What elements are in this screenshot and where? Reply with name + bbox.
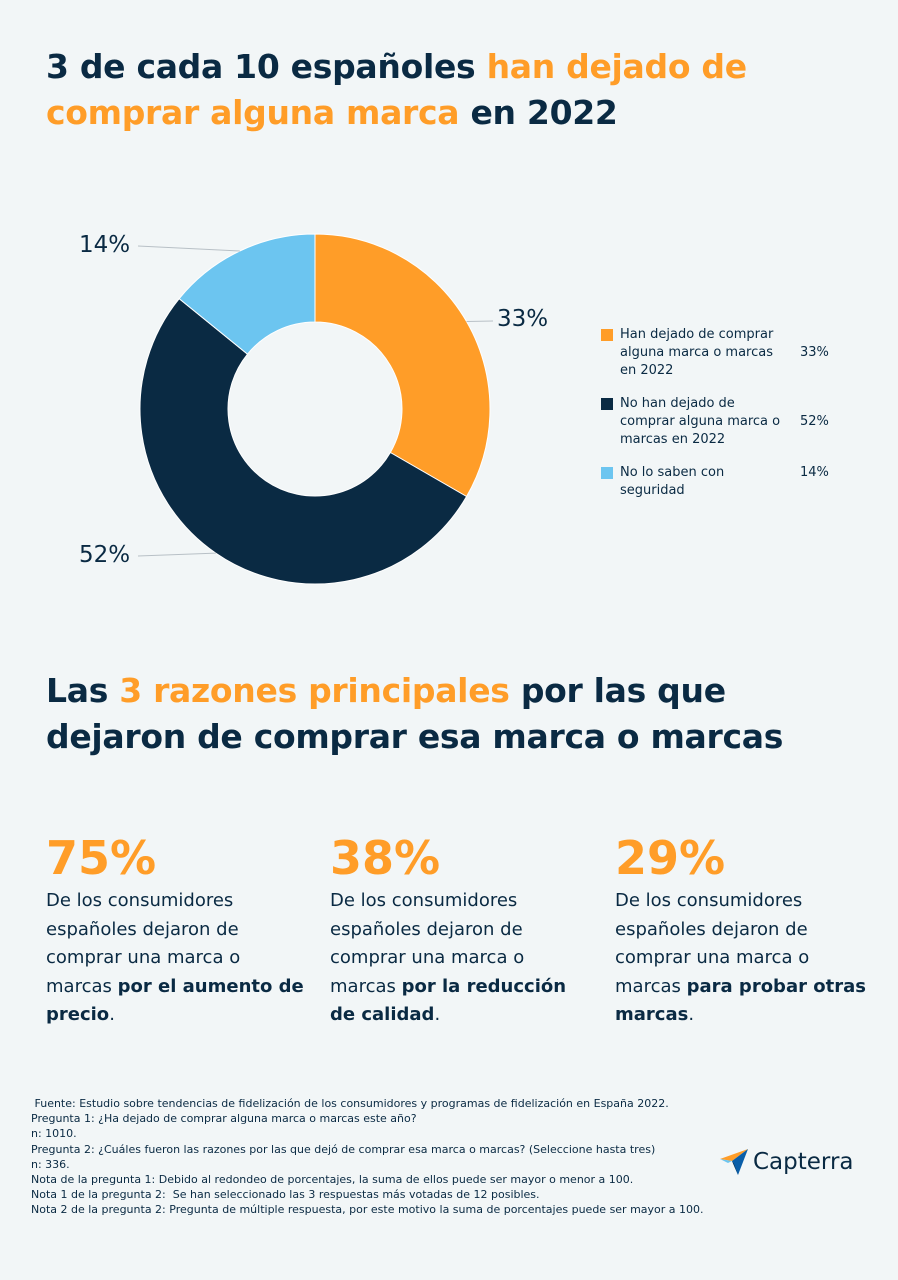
slice-label-14: 14% — [79, 232, 131, 258]
legend-value: 14% — [800, 465, 829, 480]
legend-item-stopped: Han dejado de comprar alguna marca o mar… — [601, 326, 841, 380]
stat-text: De los consumidores españoles dejaron de… — [46, 890, 241, 997]
slice-not-stopped — [139, 297, 468, 585]
slice-label-33: 33% — [497, 306, 549, 332]
stat-number: 38% — [330, 831, 441, 885]
legend-swatch-orange — [601, 329, 613, 341]
leader-line — [466, 320, 494, 322]
legend-item-not-stopped: No han dejado de comprar alguna marca o … — [601, 395, 841, 449]
stat-quality: 38% De los consumidores españoles dejaro… — [330, 832, 595, 1030]
subtitle-part1: Las — [46, 671, 120, 710]
section-title: Las 3 razones principales por las que de… — [46, 668, 866, 760]
stat-text: De los consumidores españoles dejaron de… — [615, 890, 810, 997]
legend-value: 52% — [800, 414, 829, 429]
stat-end: . — [434, 1004, 441, 1025]
donut-chart — [137, 233, 494, 585]
stat-description: De los consumidores españoles dejaron de… — [46, 887, 311, 1030]
title-part2: en 2022 — [459, 93, 618, 132]
stat-end: . — [109, 1004, 115, 1025]
footnote-n2: n: 336. — [31, 1157, 70, 1171]
legend-swatch-lightblue — [601, 467, 613, 479]
footnote-note1-q2: Nota 1 de la pregunta 2: Se han seleccio… — [31, 1188, 540, 1202]
stat-number: 75% — [46, 831, 157, 885]
stat-other-brands: 29% De los consumidores españoles dejaro… — [615, 832, 880, 1030]
title-part1: 3 de cada 10 españoles — [46, 47, 487, 86]
leader-line — [137, 245, 240, 252]
legend-label: No han dejado de comprar alguna marca o … — [620, 396, 781, 447]
legend-label: Han dejado de comprar alguna marca o mar… — [620, 327, 774, 378]
slice-label-52: 52% — [79, 542, 131, 568]
subtitle-highlight: 3 razones principales — [119, 671, 510, 710]
title-highlight: han dejado de comprar alguna marca — [46, 47, 747, 132]
slice-unsure — [178, 233, 316, 355]
stat-emphasis: para probar otras marcas — [615, 975, 866, 1026]
legend-value: 33% — [800, 345, 829, 360]
legend-label: No lo saben con seguridad — [620, 465, 725, 498]
slice-stopped — [314, 233, 491, 498]
stat-end: . — [688, 1004, 695, 1025]
stat-description: De los consumidores españoles dejaron de… — [330, 887, 595, 1030]
subtitle-part2: por las que dejaron de comprar esa marca… — [46, 671, 784, 756]
footnote-source: Fuente: Estudio sobre tendencias de fide… — [31, 1097, 669, 1110]
brand-name: Capterra — [753, 1149, 854, 1175]
chart-legend: Han dejado de comprar alguna marca o mar… — [601, 326, 841, 515]
footnote-note2-q2: Nota 2 de la pregunta 2: Pregunta de múl… — [31, 1203, 704, 1217]
legend-item-unsure: No lo saben con seguridad 14% — [601, 464, 841, 500]
footnote-note-q1: Nota de la pregunta 1: Debido al redonde… — [31, 1173, 634, 1187]
capterra-arrow-icon — [720, 1149, 748, 1175]
capterra-logo: Capterra — [719, 1147, 854, 1177]
stat-number: 29% — [615, 831, 726, 885]
stat-emphasis: por el aumento de precio — [46, 975, 304, 1026]
stat-price: 75% De los consumidores españoles dejaro… — [46, 832, 311, 1030]
stat-text: De los consumidores españoles dejaron de… — [330, 890, 525, 997]
leader-line — [137, 552, 216, 557]
main-title: 3 de cada 10 españoles han dejado de com… — [46, 44, 866, 136]
footnotes: Fuente: Estudio sobre tendencias de fide… — [31, 1096, 711, 1218]
footnote-q1: Pregunta 1: ¿Ha dejado de comprar alguna… — [31, 1112, 417, 1126]
footnote-q2: Pregunta 2: ¿Cuáles fueron las razones p… — [31, 1142, 656, 1156]
footnote-n1: n: 1010. — [31, 1127, 77, 1141]
legend-swatch-navy — [601, 398, 613, 410]
stat-description: De los consumidores españoles dejaron de… — [615, 887, 880, 1030]
stat-emphasis: por la reducción de calidad — [330, 975, 567, 1026]
